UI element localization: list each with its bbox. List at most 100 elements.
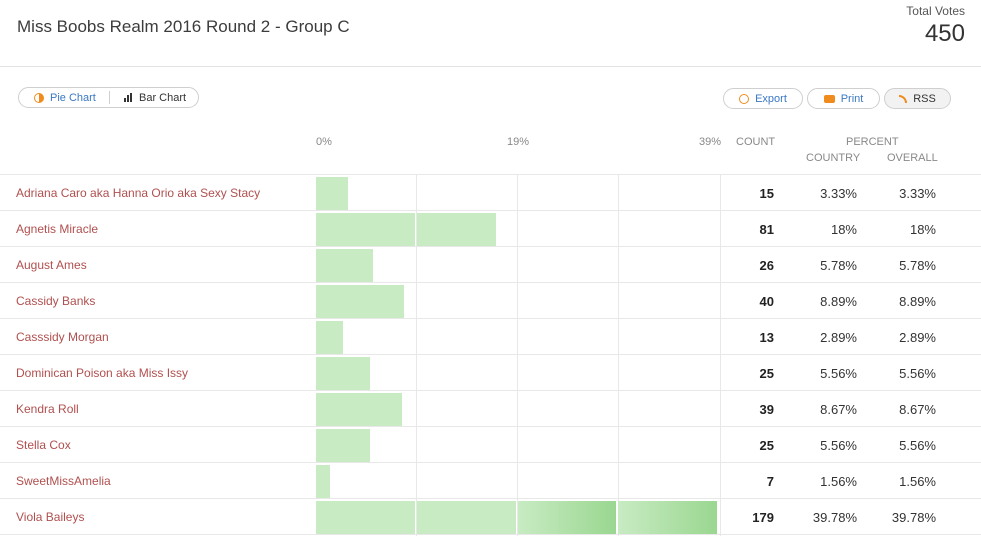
percent-overall: 5.78% [899,258,936,273]
rss-icon [899,94,908,103]
chart-type-toggle: Pie Chart Bar Chart [18,87,199,108]
vote-count: 25 [759,366,774,381]
table-row: August Ames 26 5.78% 5.78% [0,246,981,282]
table-row: Stella Cox 25 5.56% 5.56% [0,426,981,462]
vote-count: 179 [752,510,774,525]
printer-icon [823,94,835,103]
rss-label: RSS [913,92,936,105]
bar-track [316,393,719,426]
grid-line [618,174,619,536]
vote-bar [316,393,402,426]
bar-chart-button[interactable]: Bar Chart [110,88,186,107]
table-row: Dominican Poison aka Miss Issy 25 5.56% 5.5… [0,354,981,390]
table-bottom-border [0,534,981,535]
vote-bar [517,501,617,534]
percent-country: 1.56% [820,474,857,489]
percent-country: 18% [830,222,857,237]
bar-chart-label: Bar Chart [139,91,187,104]
toggle-divider [109,91,110,104]
axis-tick-max: 39% [699,136,722,148]
print-label: Print [840,92,864,105]
candidate-name[interactable]: Dominican Poison aka Miss Issy [16,366,189,380]
vote-bar [316,285,405,318]
vote-bar [416,501,516,534]
vote-bar [316,501,415,534]
bar-track [316,285,719,318]
export-label: Export [755,92,787,105]
vote-bar [618,501,717,534]
grid-line [517,174,518,536]
percent-country: 5.56% [820,438,857,453]
percent-country: 2.89% [820,330,857,345]
percent-country: 3.33% [820,186,857,201]
table-row: Cassidy Banks 40 8.89% 8.89% [0,282,981,318]
vote-bar [316,429,371,462]
table-row: Casssidy Morgan 13 2.89% 2.89% [0,318,981,354]
table-row: Adriana Caro aka Hanna Orio aka Sexy Sta… [0,174,981,210]
percent-country: 5.56% [820,366,857,381]
percent-column-header: PERCENT [846,136,899,148]
bar-chart-icon [124,93,133,102]
overall-column-header: OVERALL [887,152,938,164]
candidate-name[interactable]: Stella Cox [16,438,71,452]
vote-count: 15 [759,186,774,201]
total-votes-label: Total Votes [906,4,965,18]
vote-bar [316,177,348,210]
candidate-name[interactable]: Cassidy Banks [16,294,96,308]
table-row: Agnetis Miracle 81 18% 18% [0,210,981,246]
bar-track [316,465,719,498]
candidate-name[interactable]: August Ames [16,258,87,272]
vote-bar [316,465,330,498]
percent-overall: 5.56% [899,438,936,453]
candidate-name[interactable]: Casssidy Morgan [16,330,109,344]
vote-count: 13 [759,330,774,345]
candidate-name[interactable]: Adriana Caro aka Hanna Orio aka Sexy Sta… [16,186,261,200]
percent-country: 8.89% [820,294,857,309]
bar-track [316,429,719,462]
print-button[interactable]: Print [807,88,880,109]
vote-count: 81 [759,222,774,237]
vote-bar [316,213,415,246]
percent-overall: 8.67% [899,402,936,417]
percent-country: 5.78% [820,258,857,273]
table-row: Viola Baileys 179 39.78% 39.78% [0,498,981,534]
bar-track [316,357,719,390]
vote-count: 26 [759,258,774,273]
total-votes-value: 450 [924,20,965,47]
percent-country: 39.78% [812,510,857,525]
axis-tick-0: 0% [316,136,332,148]
candidate-name[interactable]: SweetMissAmelia [16,474,111,488]
percent-overall: 8.89% [899,294,936,309]
country-column-header: COUNTRY [806,152,861,164]
bar-track [316,321,719,354]
candidate-name[interactable]: Agnetis Miracle [16,222,99,236]
vote-bar [316,357,371,390]
candidate-name[interactable]: Viola Baileys [16,510,85,524]
vote-bar [416,213,497,246]
vote-count: 25 [759,438,774,453]
percent-overall: 5.56% [899,366,936,381]
export-icon [739,93,750,104]
pie-chart-button[interactable]: Pie Chart [19,88,109,107]
bar-track [316,213,719,246]
candidate-name[interactable]: Kendra Roll [16,402,79,416]
poll-header: Miss Boobs Realm 2016 Round 2 - Group C … [0,0,981,67]
bar-track [316,177,719,210]
pie-chart-icon [34,92,44,103]
pie-chart-label: Pie Chart [50,91,96,104]
percent-overall: 2.89% [899,330,936,345]
percent-overall: 18% [909,222,936,237]
percent-overall: 39.78% [891,510,936,525]
grid-line [720,174,721,536]
vote-bar [316,321,344,354]
vote-count: 39 [759,402,774,417]
count-column-header: COUNT [736,136,776,148]
table-row: Kendra Roll 39 8.67% 8.67% [0,390,981,426]
percent-overall: 3.33% [899,186,936,201]
percent-country: 8.67% [820,402,857,417]
bar-track [316,249,719,282]
rss-button[interactable]: RSS [884,88,951,109]
percent-overall: 1.56% [899,474,936,489]
bar-track [316,501,719,534]
export-button[interactable]: Export [723,88,803,109]
